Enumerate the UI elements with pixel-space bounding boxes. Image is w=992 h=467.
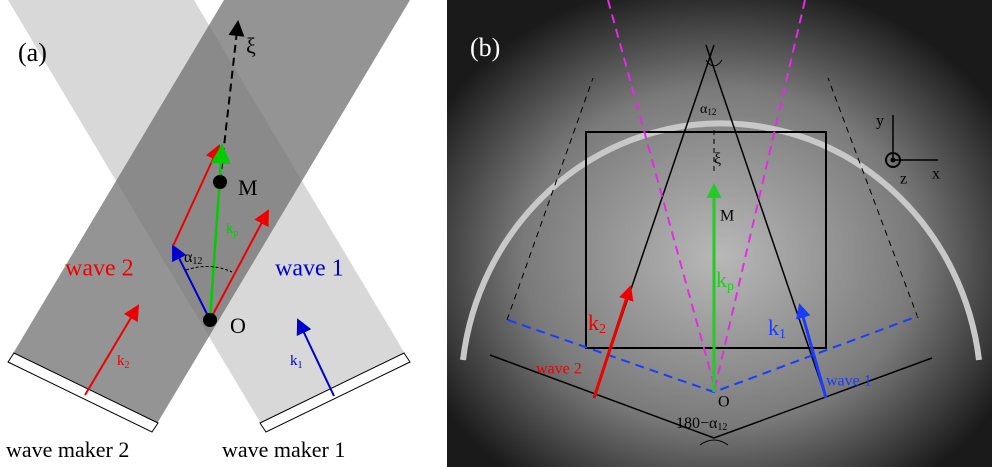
panel-label: (a) — [18, 38, 47, 67]
text-part: p — [727, 279, 734, 294]
maker-label: wave maker 1 — [222, 437, 345, 462]
shape-circle — [203, 313, 217, 327]
text-part: k — [716, 267, 727, 292]
shape-circle — [891, 158, 896, 163]
shape-circle — [213, 175, 227, 189]
point-label: O — [718, 394, 730, 411]
point-label: M — [238, 175, 258, 200]
text-part: 2 — [599, 322, 606, 337]
wave-label: wave 2 — [65, 256, 134, 282]
wave-label: wave 1 — [826, 373, 872, 390]
wave-label: wave 1 — [275, 256, 344, 282]
text-part: 2 — [125, 360, 130, 371]
xi-label: ξ — [714, 151, 721, 168]
text-part: k — [768, 315, 779, 340]
point-label: M — [720, 208, 734, 225]
maker-label: wave maker 2 — [6, 437, 129, 462]
text-part: 12 — [707, 107, 716, 117]
text-part: 1 — [298, 360, 303, 371]
text-part: 1 — [779, 327, 786, 342]
point-label: O — [230, 313, 246, 338]
wave-label: wave 2 — [536, 361, 582, 378]
axis-label: z — [900, 171, 907, 188]
axis-label: y — [876, 113, 884, 130]
panel-label: (b) — [470, 33, 500, 62]
shape-g: (a) ξ M O wave 2 wave 1 kp α12 k2 k1 wav… — [6, 0, 410, 462]
text-part: 12 — [192, 256, 202, 267]
figure: (a) ξ M O wave 2 wave 1 kp α12 k2 k1 wav… — [0, 0, 992, 467]
text-part: k — [588, 310, 599, 335]
shape-g: (b) α12 ξ M kp k2 wave 2 k1 wave 1 O 180… — [447, 0, 992, 467]
text-part: 12 — [717, 422, 727, 433]
text-part: 180−α — [676, 415, 718, 432]
text-part: p — [234, 228, 239, 239]
axis-label: x — [932, 166, 940, 183]
xi-label: ξ — [246, 33, 256, 58]
